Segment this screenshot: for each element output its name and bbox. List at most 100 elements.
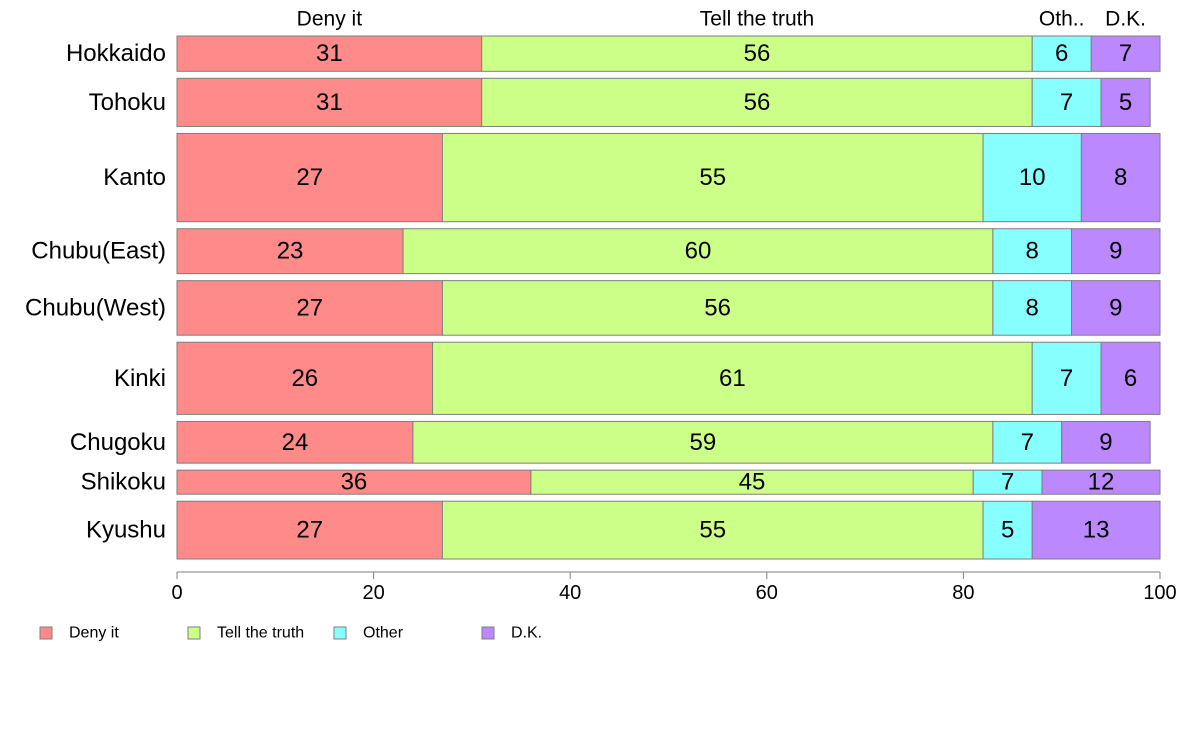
bar-segment-deny-it: [176, 77, 483, 127]
bar-row-kyushu: Kyushu 27 55 5 13: [86, 500, 1161, 560]
bar-segment-d-k: [1031, 500, 1161, 560]
x-tick-label: 80: [952, 582, 974, 604]
bar-row-tohoku: Tohoku 31 56 7 5: [89, 77, 1151, 127]
legend-swatch-deny-it: [39, 626, 53, 640]
data-label: 56: [744, 89, 771, 116]
top-label: D.K.: [1105, 8, 1146, 31]
bar-segment-d-k: [1100, 77, 1151, 127]
data-label: 12: [1088, 469, 1115, 496]
category-label: Chubu(West): [25, 294, 166, 321]
data-label: 10: [1019, 164, 1046, 191]
category-label: Chubu(East): [31, 238, 166, 265]
data-label: 13: [1083, 517, 1110, 544]
bar-segment-tell-the-truth: [432, 341, 1033, 415]
bar-segment-deny-it: [176, 341, 434, 415]
data-label: 8: [1026, 238, 1039, 265]
data-label: 61: [719, 365, 746, 392]
data-label: 9: [1109, 238, 1122, 265]
data-label: 7: [1060, 365, 1073, 392]
bar-segment-deny-it: [176, 132, 443, 223]
x-axis: 0 20 40 60 80 100: [171, 571, 1177, 604]
data-label: 9: [1099, 429, 1112, 456]
data-label: 27: [296, 517, 323, 544]
data-label: 56: [704, 294, 731, 321]
bar-segment-tell-the-truth: [441, 500, 984, 560]
legend-swatch-other: [333, 626, 347, 640]
top-label: Tell the truth: [700, 8, 814, 31]
legend-label: Tell the truth: [217, 625, 304, 642]
x-tick-label: 20: [362, 582, 384, 604]
top-label: Deny it: [297, 8, 363, 31]
data-label: 55: [699, 517, 726, 544]
data-label: 7: [1001, 469, 1014, 496]
bar-row-kanto: Kanto 27 55 10 8: [103, 132, 1161, 223]
legend-label: Other: [363, 625, 404, 642]
category-label: Kinki: [114, 365, 166, 392]
data-label: 59: [690, 429, 717, 456]
bar-segment-other: [1031, 341, 1102, 415]
top-label: Oth..: [1039, 8, 1085, 31]
bar-segment-other: [972, 469, 1043, 495]
bar-segment-d-k: [1071, 228, 1161, 275]
category-label: Shikoku: [81, 469, 166, 496]
bar-row-hokkaido: Hokkaido 31 56 6 7: [66, 35, 1161, 72]
category-label: Kanto: [103, 164, 166, 191]
x-tick-label: 100: [1143, 582, 1176, 604]
bar-row-chubu-west: Chubu(West) 27 56 8 9: [25, 280, 1161, 336]
bar-segment-d-k: [1041, 469, 1161, 495]
data-label: 9: [1109, 294, 1122, 321]
category-label: Tohoku: [89, 89, 166, 116]
bar-segment-deny-it: [176, 228, 404, 275]
data-label: 55: [699, 164, 726, 191]
category-label: Hokkaido: [66, 40, 166, 67]
data-label: 6: [1124, 365, 1137, 392]
bar-segment-other: [982, 500, 1033, 560]
x-tick-label: 0: [171, 582, 182, 604]
data-label: 26: [291, 365, 318, 392]
bar-segment-other: [992, 280, 1073, 336]
bar-segment-other: [1031, 77, 1102, 127]
category-label: Chugoku: [70, 429, 166, 456]
bar-segment-deny-it: [176, 35, 483, 72]
data-label: 8: [1114, 164, 1127, 191]
category-label: Kyushu: [86, 517, 166, 544]
data-label: 23: [277, 238, 304, 265]
bar-segment-d-k: [1071, 280, 1161, 336]
data-label: 45: [739, 469, 766, 496]
bar-segment-d-k: [1090, 35, 1161, 72]
x-tick-label: 60: [756, 582, 778, 604]
data-label: 7: [1119, 40, 1132, 67]
data-label: 5: [1001, 517, 1014, 544]
bar-segment-tell-the-truth: [481, 35, 1033, 72]
top-labels: Deny it Tell the truth Oth.. D.K.: [297, 8, 1146, 31]
bar-segment-d-k: [1080, 132, 1161, 223]
bar-segment-d-k: [1061, 420, 1151, 464]
bar-row-chubu-east: Chubu(East) 23 60 8 9: [31, 228, 1161, 275]
x-tick-label: 40: [559, 582, 581, 604]
bar-row-shikoku: Shikoku 36 45 7 12: [81, 469, 1161, 496]
legend-label: D.K.: [511, 625, 542, 642]
data-label: 7: [1060, 89, 1073, 116]
data-label: 31: [316, 40, 343, 67]
data-label: 24: [282, 429, 309, 456]
legend-swatch-tell-the-truth: [187, 626, 201, 640]
data-label: 27: [296, 164, 323, 191]
bar-row-chugoku: Chugoku 24 59 7 9: [70, 420, 1151, 464]
legend-label: Deny it: [69, 625, 119, 642]
data-label: 31: [316, 89, 343, 116]
bar-segment-other: [992, 420, 1063, 464]
data-label: 5: [1119, 89, 1132, 116]
bar-segment-tell-the-truth: [441, 132, 984, 223]
legend: Deny it Tell the truth Other D.K.: [39, 625, 542, 642]
bar-segment-tell-the-truth: [441, 280, 994, 336]
data-label: 8: [1026, 294, 1039, 321]
bar-segment-d-k: [1100, 341, 1161, 415]
data-label: 7: [1021, 429, 1034, 456]
data-label: 6: [1055, 40, 1068, 67]
data-label: 27: [296, 294, 323, 321]
bar-row-kinki: Kinki 26 61 7 6: [114, 341, 1161, 415]
bar-segment-tell-the-truth: [481, 77, 1033, 127]
